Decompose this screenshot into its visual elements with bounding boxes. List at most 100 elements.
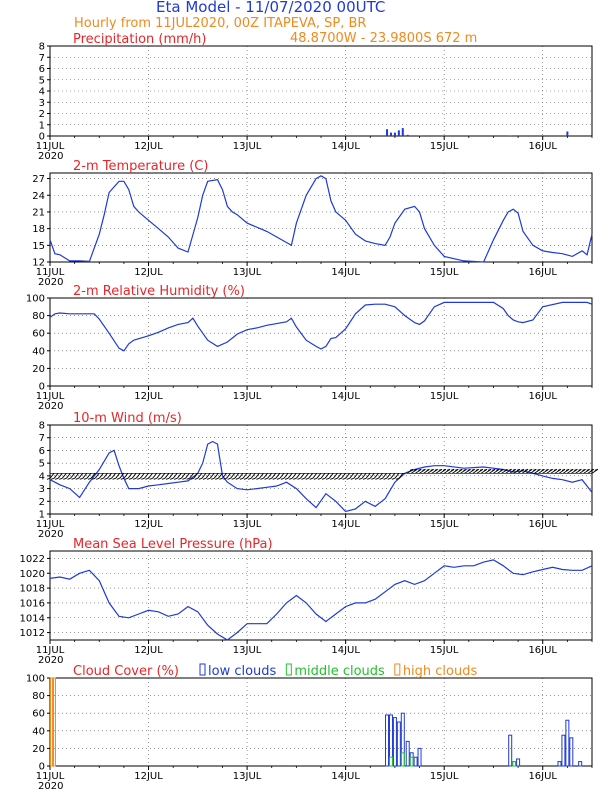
wind-barb (267, 473, 272, 479)
wind-barb-head (161, 477, 166, 480)
precip-bar (401, 128, 404, 136)
y-tick-label: 60 (32, 329, 45, 340)
wind-barb (332, 473, 338, 479)
wind-barb (209, 473, 215, 479)
cloud-bar (569, 737, 574, 767)
panel-frame (49, 550, 593, 641)
y-tick-label: 60 (32, 709, 45, 720)
cloud-bar (388, 756, 393, 767)
wind-barb-head (362, 477, 367, 480)
y-tick-label: 2 (39, 497, 45, 508)
wind-barb (164, 473, 170, 479)
wind-barb-head (50, 477, 55, 480)
wind-barb (217, 473, 223, 479)
wind-barb-head (379, 477, 383, 480)
wind-barb (234, 473, 240, 479)
wind-barb-head (537, 468, 541, 471)
wind-barb (316, 473, 322, 479)
wind-barb (168, 473, 174, 479)
wind-barb (213, 473, 219, 479)
wind-barb (185, 473, 190, 479)
y-tick-label: 1020 (20, 569, 45, 580)
y-tick-label: 2 (39, 109, 45, 120)
y-tick-label: 40 (32, 346, 45, 357)
wind-barb-head (430, 468, 434, 471)
panel-frame (49, 677, 593, 767)
wind-barb-head (434, 468, 438, 471)
wind-barb (115, 473, 120, 479)
cloud-bar (409, 756, 414, 767)
cloud-bar (565, 719, 570, 767)
wind-barb-head (342, 477, 346, 480)
x-tick-label: 16JUL (528, 771, 557, 782)
wind-barb-head (391, 477, 395, 480)
wind-barb (398, 473, 404, 479)
wind-barb-head (235, 477, 239, 480)
wind-barb (127, 473, 133, 479)
wind-barb (238, 473, 244, 479)
y-tick-label: 8 (39, 42, 45, 53)
wind-barb-head (471, 468, 475, 471)
y-tick-label: 20 (32, 744, 45, 755)
y-tick-label: 7 (39, 53, 45, 64)
wind-barb (275, 473, 281, 479)
wind-barb-head (206, 477, 211, 480)
wind-barb (390, 473, 396, 479)
x-tick-label: 16JUL (528, 519, 557, 530)
wind-barb-head (268, 477, 272, 480)
wind-barb-head (289, 477, 293, 480)
y-tick-label: 12 (32, 258, 45, 269)
wind-barb-head (137, 477, 141, 480)
wind-barb (291, 473, 297, 479)
wind-barb (119, 473, 125, 479)
y-tick-label: 21 (32, 207, 45, 218)
x-tick-label: 15JUL (430, 267, 459, 278)
wind-barb (148, 473, 153, 479)
wind-barb (193, 473, 199, 479)
legend-swatch (394, 663, 401, 676)
precip-bar (406, 134, 409, 136)
x-year-label: 2020 (38, 401, 63, 412)
wind-barb-head (553, 468, 557, 471)
wind-barb-head (169, 477, 174, 480)
wind-barb-head (141, 477, 145, 480)
x-tick-label: 15JUL (430, 645, 459, 656)
x-tick-label: 15JUL (430, 771, 459, 782)
wind-barb-head (231, 477, 235, 480)
cloud-bar (557, 761, 562, 767)
wind-barb-head (178, 477, 182, 480)
wind-barb-head (104, 477, 108, 480)
wind-barb (94, 473, 100, 479)
wind-barb-head (586, 468, 590, 471)
wind-barb (201, 473, 207, 479)
wind-barb-head (346, 477, 350, 480)
legend-label: low clouds (208, 664, 277, 679)
wind-barb-head (387, 477, 391, 480)
wind-barb-head (557, 468, 562, 471)
wind-barb-head (330, 477, 334, 480)
wind-barb-head (455, 468, 459, 471)
wind-barb-head (305, 477, 309, 480)
wind-barb (123, 473, 129, 479)
wind-barb-head (165, 477, 170, 480)
wind-barb-head (276, 477, 281, 480)
x-tick-label: 13JUL (233, 267, 262, 278)
wind-barb (250, 473, 256, 479)
x-tick-label: 11JUL (36, 519, 65, 530)
x-tick-label: 11JUL (36, 645, 65, 656)
x-tick-label: 12JUL (134, 519, 163, 530)
x-tick-label: 12JUL (134, 645, 163, 656)
wind-barb-head (500, 468, 504, 471)
wind-barb (66, 473, 71, 479)
y-tick-label: 80 (32, 311, 45, 322)
y-tick-label: 4 (39, 87, 45, 98)
wind-barb-head (533, 468, 537, 471)
wind-barb (152, 473, 157, 479)
wind-barb (160, 473, 166, 479)
cloud-bar (508, 734, 513, 767)
precip-bar (509, 135, 512, 136)
wind-barb-head (182, 477, 186, 480)
y-tick-label: 4 (39, 471, 45, 482)
wind-barb-head (561, 468, 566, 471)
y-tick-label: 3 (39, 484, 45, 495)
